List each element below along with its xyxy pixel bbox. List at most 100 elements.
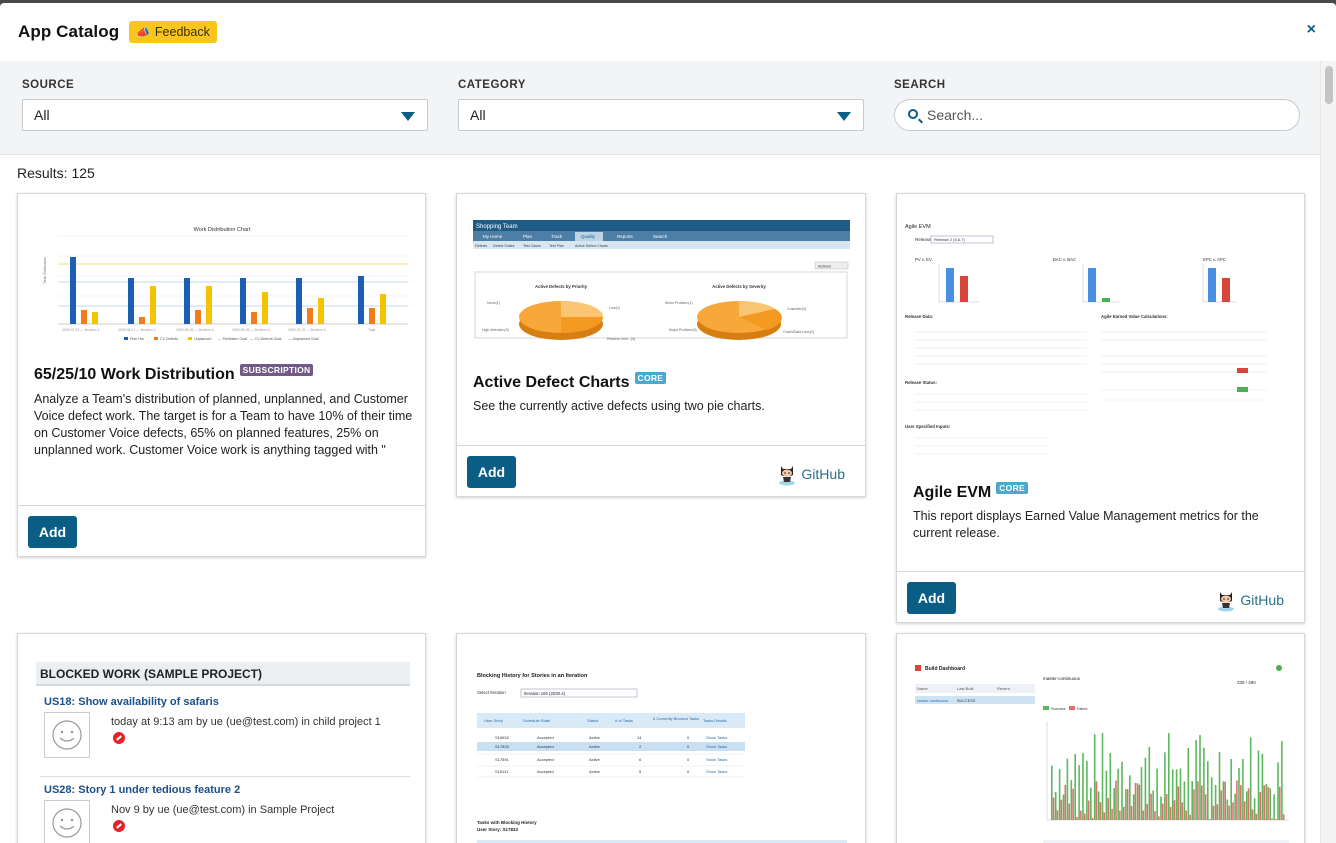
svg-text:339 / 480: 339 / 480 [1237, 680, 1256, 685]
build-success-bar [1140, 767, 1143, 820]
svg-text:— CV Defects Goal: — CV Defects Goal [250, 337, 282, 341]
build-failed-bar [1072, 788, 1074, 820]
svg-text:Build Dashboard: Build Dashboard [925, 666, 965, 672]
svg-text:Quality: Quality [581, 234, 596, 239]
megaphone-icon: 📣 [136, 26, 150, 39]
app-title-text: Agile EVM [913, 484, 992, 501]
build-failed-bar [1052, 797, 1055, 820]
build-success-bar [1222, 781, 1225, 820]
build-failed-bar [1271, 818, 1273, 820]
build-success-bar [1051, 765, 1053, 820]
svg-text:Actions: Actions [818, 264, 831, 269]
build-success-bar [1171, 769, 1174, 820]
filter-bar: SOURCE All CATEGORY All SEARCH [0, 61, 1320, 155]
build-failed-bar [1130, 805, 1133, 820]
svg-text:Tasks with Blocking History: Tasks with Blocking History [477, 820, 537, 825]
svg-text:Low(2): Low(2) [609, 306, 620, 310]
build-success-bar [1257, 750, 1260, 820]
build-success-bar [1234, 793, 1236, 820]
results-count: Results: 125 [17, 165, 95, 181]
svg-text:Unplanned: Unplanned [194, 337, 211, 341]
dropdown-arrow-icon [401, 112, 415, 121]
build-success-bar [1246, 791, 1248, 820]
build-failed-bar [1216, 804, 1219, 820]
svg-text:Cosmetic(3): Cosmetic(3) [787, 307, 806, 311]
app-thumbnail: Work Distribution Chart Task Estimat [18, 194, 425, 344]
svg-text:Active: Active [589, 744, 601, 749]
add-button[interactable]: Add [907, 582, 956, 614]
build-failed-bar [1115, 780, 1117, 820]
build-failed-bar [1080, 810, 1082, 820]
svg-text:SUCCESS: SUCCESS [957, 699, 976, 703]
vertical-scrollbar[interactable] [1320, 61, 1336, 843]
feedback-button[interactable]: 📣 Feedback [129, 21, 217, 43]
svg-text:Blocking History for Stories i: Blocking History for Stories in an Itera… [477, 673, 588, 679]
search-input[interactable] [927, 107, 1277, 123]
build-success-bar [1277, 762, 1279, 820]
build-failed-bar [1177, 786, 1180, 820]
svg-text:Iteration 192 (2030.4): Iteration 192 (2030.4) [524, 691, 566, 696]
svg-text:S17891: S17891 [495, 757, 510, 762]
svg-text:S17833: S17833 [495, 744, 510, 749]
app-card-active-defect-charts: Shopping Team My Home Plan Track Quality … [456, 193, 866, 497]
svg-text:S16632: S16632 [495, 735, 510, 740]
svg-text:— PreMatter Goal: — PreMatter Goal [218, 337, 247, 341]
build-success-bar [1054, 791, 1057, 820]
close-icon[interactable]: × [1306, 21, 1316, 38]
source-select[interactable]: All [22, 99, 428, 131]
app-title[interactable]: Active Defect Charts CORE [473, 372, 667, 392]
app-description: Analyze a Team's distribution of planned… [34, 392, 413, 457]
build-failed-bar [1169, 807, 1172, 820]
build-failed-bar [1243, 801, 1246, 820]
app-title[interactable]: 65/25/10 Work Distribution SUBSCRIPTION [34, 364, 314, 384]
svg-text:Show Tasks: Show Tasks [706, 757, 727, 762]
build-failed-bar [1076, 816, 1078, 820]
app-title[interactable]: Agile EVM CORE [913, 482, 1028, 502]
build-success-bar [1226, 799, 1229, 820]
build-success-bar [1113, 788, 1115, 820]
github-link[interactable]: GitHub [1216, 588, 1284, 612]
build-success-bar [1242, 758, 1244, 820]
svg-text:BAC v. BAC: BAC v. BAC [1053, 257, 1076, 262]
thumb-item-meta: Nov 9 by ue (ue@test.com) in Sample Proj… [111, 804, 335, 816]
build-failed-bar [1173, 800, 1176, 820]
category-select[interactable]: All [458, 99, 864, 131]
build-success-bar [1203, 747, 1205, 820]
build-failed-bar [1201, 785, 1203, 820]
build-success-bar [1253, 798, 1256, 820]
build-failed-bar [1165, 794, 1168, 820]
svg-text:Resolve Imm...(4): Resolve Imm...(4) [607, 337, 635, 341]
scrollbar-thumb[interactable] [1325, 66, 1333, 104]
app-title-text: Active Defect Charts [473, 374, 630, 391]
subscription-badge: SUBSCRIPTION [239, 364, 314, 376]
svg-text:Active Defects by Severity: Active Defects by Severity [712, 284, 766, 289]
search-box[interactable] [894, 99, 1300, 131]
thumb-chart-title: Work Distribution Chart [194, 227, 251, 233]
build-success-bar [1265, 783, 1268, 820]
build-success-bar [1207, 761, 1209, 820]
build-failed-bar [1099, 802, 1102, 820]
svg-text:Plan: Plan [523, 234, 533, 239]
add-button[interactable]: Add [28, 516, 77, 548]
app-catalog-modal: App Catalog 📣 Feedback × SOURCE All CATE… [0, 3, 1336, 843]
github-label: GitHub [801, 466, 845, 482]
svg-text:Defect Suites: Defect Suites [493, 244, 515, 248]
build-failed-bar [1220, 790, 1223, 820]
build-success-bar [1148, 746, 1151, 820]
svg-text:0: 0 [687, 735, 690, 740]
build-success-bar [1160, 796, 1162, 820]
build-success-bar [1093, 734, 1096, 820]
github-link[interactable]: GitHub [777, 462, 845, 486]
add-button[interactable]: Add [467, 456, 516, 488]
feedback-label: Feedback [154, 25, 210, 39]
search-filter: SEARCH [894, 79, 1300, 131]
svg-text:Minor Problem(1): Minor Problem(1) [665, 301, 693, 305]
core-badge: CORE [634, 372, 667, 384]
blocked-icon [113, 732, 125, 744]
build-success-bar [1261, 753, 1264, 820]
svg-text:My Home: My Home [483, 234, 503, 239]
build-failed-bar [1255, 813, 1258, 820]
build-success-bar [1086, 760, 1088, 820]
modal-title: App Catalog [18, 22, 120, 41]
svg-text:Tasks Details: Tasks Details [703, 718, 727, 723]
